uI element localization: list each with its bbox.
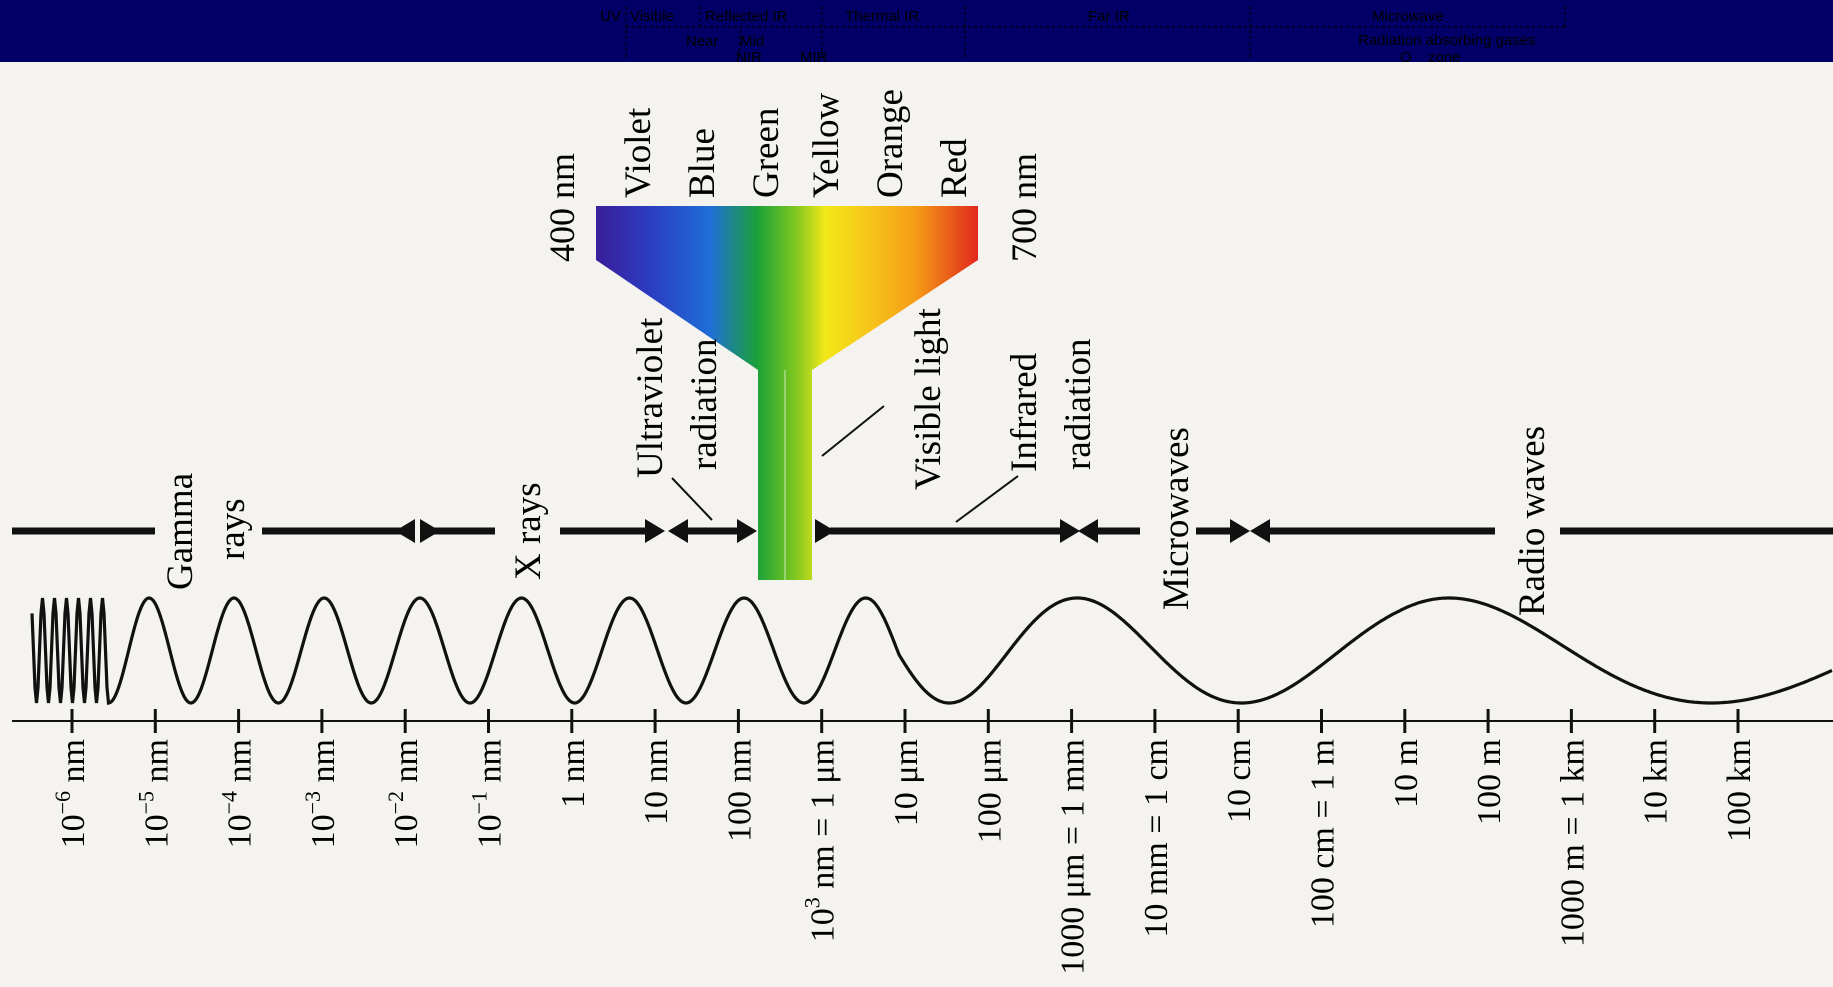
band-thermal-ir-label: Thermal IR [845, 8, 919, 25]
axis-label: 100 cm = 1 m [1305, 739, 1342, 928]
band-gases-label: Radiation absorbing gases [1358, 32, 1536, 49]
axis-label: 10−5 nm [133, 739, 175, 848]
axis-label: 10−6 nm [50, 739, 92, 848]
violet-label: Violet [618, 107, 659, 198]
axis-label: 10−4 nm [217, 739, 259, 848]
band-o-label: O [1400, 49, 1412, 66]
uv-radiation-label: radiation [684, 338, 725, 470]
axis-label: 10 cm [1221, 739, 1258, 823]
axis-label: 1 nm [555, 739, 592, 808]
band-zone-label: zone [1428, 49, 1461, 66]
band-uv-label: UV [600, 8, 621, 25]
axis-label: 100 μm [971, 739, 1008, 843]
band-microwave-label: Microwave [1372, 8, 1444, 25]
axis-label: 10 km [1638, 739, 1675, 825]
radio-waves-label: Radio waves [1512, 426, 1553, 616]
axis-label: 10−1 nm [467, 739, 509, 848]
color-labels: Violet Blue Green Yellow Orange Red 400 … [542, 89, 1044, 262]
band-near-label: Near [686, 33, 719, 50]
bands-header-bar [0, 0, 1833, 62]
axis-label: 100 m [1471, 739, 1508, 825]
axis-label: 103 nm = 1 μm [800, 739, 842, 942]
green-label: Green [746, 108, 787, 198]
region-arrow-line [12, 519, 1833, 543]
axis-label: 1000 μm = 1 mm [1055, 739, 1092, 975]
axis-label: 10 nm [638, 739, 675, 825]
ultraviolet-label: Ultraviolet [630, 317, 671, 478]
microwaves-label: Microwaves [1156, 427, 1197, 610]
gamma-rays-label: rays [212, 498, 253, 560]
infrared-label: Infrared [1004, 352, 1045, 472]
700nm-label: 700 nm [1004, 153, 1044, 262]
yellow-label: Yellow [806, 93, 847, 198]
spectrum-gradient-shape [596, 206, 978, 580]
wavelength-wave [30, 596, 1833, 706]
axis-label: 10−3 nm [300, 739, 342, 848]
axis-label: 100 nm [721, 739, 758, 842]
band-mir-label: MIR [800, 49, 828, 66]
bands-header-text: UV Visible Reflected IR Thermal IR Far I… [600, 6, 1568, 66]
band-visible-label: Visible [630, 8, 674, 25]
band-nir-label: NIR [736, 49, 762, 66]
region-labels: Gamma rays X rays Ultraviolet radiation … [160, 308, 1553, 616]
visible-light-label: Visible light [908, 308, 949, 490]
visible-spectrum-funnel [596, 206, 978, 580]
band-mid-label: Mid [740, 33, 764, 50]
axis-labels: 10−6 nm 10−5 nm 10−4 nm 10−3 nm 10−2 nm 10−1 … [50, 739, 1758, 975]
ir-radiation-label: radiation [1058, 338, 1099, 470]
red-label: Red [934, 138, 975, 198]
band-far-ir-label: Far IR [1088, 8, 1130, 25]
400nm-label: 400 nm [542, 153, 582, 262]
gamma-label: Gamma [160, 473, 201, 590]
axis-label: 100 km [1721, 739, 1758, 842]
axis-ticks [70, 709, 1740, 733]
blue-label: Blue [682, 128, 723, 198]
axis-label: 10 μm [888, 739, 925, 826]
xrays-label: X rays [508, 482, 549, 580]
leader-lines [671, 405, 1019, 523]
axis-label: 10 m [1388, 739, 1425, 808]
orange-label: Orange [870, 89, 911, 198]
axis-label: 10−2 nm [383, 739, 425, 848]
band-reflected-ir-label: Reflected IR [705, 8, 788, 25]
axis-label: 1000 m = 1 km [1554, 739, 1591, 947]
axis-label: 10 mm = 1 cm [1138, 739, 1175, 938]
